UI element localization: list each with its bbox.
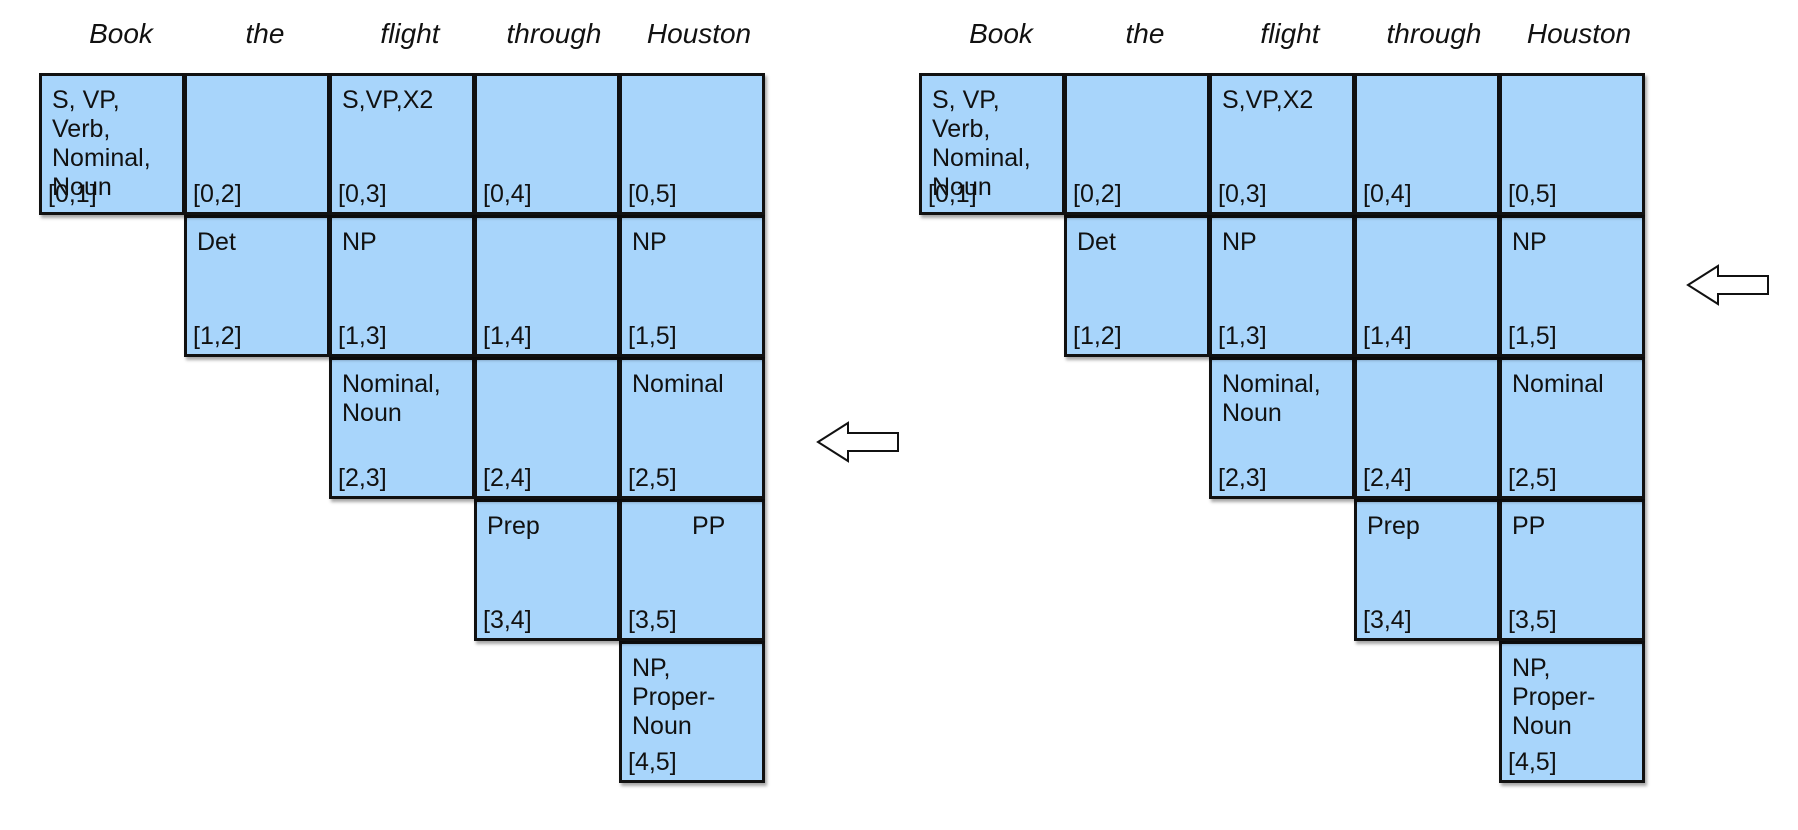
chart-cell-2-4: [2,4]	[1354, 357, 1500, 499]
chart-cell-0-2: [0,2]	[184, 73, 330, 215]
chart-cell-3-4: Prep [3,4]	[474, 499, 620, 641]
chart-cell-0-2: [0,2]	[1064, 73, 1210, 215]
chart-cell-4-5: NP, Proper- Noun [4,5]	[1499, 641, 1645, 783]
chart-cell-0-5: [0,5]	[1499, 73, 1645, 215]
chart-cell-2-5: Nominal [2,5]	[619, 357, 765, 499]
cell-label: NP	[1222, 228, 1257, 256]
cell-index: [0,1]	[48, 180, 97, 208]
cell-label: NP, Proper- Noun	[632, 654, 716, 740]
chart-cell-2-3: Nominal, Noun [2,3]	[1209, 357, 1355, 499]
chart-cell-2-5: Nominal [2,5]	[1499, 357, 1645, 499]
cell-index: [0,3]	[338, 180, 387, 208]
cky-chart-right: Book the flight through Houston S, VP, V…	[882, 0, 1682, 830]
cell-index: [0,3]	[1218, 180, 1267, 208]
cell-index: [0,2]	[1073, 180, 1122, 208]
chart-cell-0-1: S, VP, Verb, Nominal, Noun [0,1]	[39, 73, 185, 215]
cell-label: Nominal, Noun	[1222, 370, 1321, 427]
chart-cell-0-3: S,VP,X2 [0,3]	[1209, 73, 1355, 215]
cell-index: [2,5]	[628, 464, 677, 492]
cell-index: [2,3]	[1218, 464, 1267, 492]
cell-index: [1,5]	[628, 322, 677, 350]
word-book: Book	[969, 18, 1033, 49]
cell-label: S, VP, Verb, Nominal, Noun	[932, 86, 1031, 201]
cell-index: [1,2]	[193, 322, 242, 350]
chart-cell-3-4: Prep [3,4]	[1354, 499, 1500, 641]
cell-label: NP	[632, 228, 667, 256]
hollow-left-arrow-icon	[1686, 264, 1769, 306]
cell-label: NP	[342, 228, 377, 256]
cell-index: [1,4]	[1363, 322, 1412, 350]
chart-cell-0-5: [0,5]	[619, 73, 765, 215]
chart-cell-1-3: NP [1,3]	[329, 215, 475, 357]
cell-label: Nominal	[1512, 370, 1604, 398]
cell-label: S,VP,X2	[342, 86, 434, 114]
chart-cell-1-4: [1,4]	[1354, 215, 1500, 357]
cell-index: [4,5]	[1508, 748, 1557, 776]
cell-index: [1,3]	[1218, 322, 1267, 350]
cell-label: NP, Proper- Noun	[1512, 654, 1596, 740]
chart-cell-0-4: [0,4]	[1354, 73, 1500, 215]
cell-index: [1,3]	[338, 322, 387, 350]
chart-cell-4-5: NP, Proper- Noun [4,5]	[619, 641, 765, 783]
cell-index: [2,4]	[483, 464, 532, 492]
cell-index: [1,5]	[1508, 322, 1557, 350]
cell-label: PP	[1512, 512, 1546, 540]
word-the: the	[1125, 18, 1165, 49]
cell-label: Prep	[1367, 512, 1420, 540]
chart-cell-3-5: PP [3,5]	[1499, 499, 1645, 641]
cell-index: [1,4]	[483, 322, 532, 350]
cell-label: S,VP,X2	[1222, 86, 1314, 114]
cell-label: Prep	[487, 512, 540, 540]
chart-cell-0-4: [0,4]	[474, 73, 620, 215]
cell-index: [0,5]	[1508, 180, 1557, 208]
cell-index: [3,5]	[1508, 606, 1557, 634]
chart-cell-2-3: Nominal, Noun [2,3]	[329, 357, 475, 499]
word-through: through	[1386, 18, 1482, 49]
cell-index: [0,5]	[628, 180, 677, 208]
cell-label: Det	[1077, 228, 1116, 256]
chart-cell-1-3: NP [1,3]	[1209, 215, 1355, 357]
cell-index: [2,3]	[338, 464, 387, 492]
word-book: Book	[89, 18, 153, 49]
chart-cell-1-5: NP [1,5]	[619, 215, 765, 357]
cell-index: [2,4]	[1363, 464, 1412, 492]
cell-index: [2,5]	[1508, 464, 1557, 492]
word-flight: flight	[1260, 18, 1320, 49]
word-through: through	[506, 18, 602, 49]
cell-index: [0,4]	[483, 180, 532, 208]
word-houston: Houston	[1526, 18, 1632, 49]
hollow-left-arrow-icon	[816, 421, 899, 463]
cell-index: [3,4]	[1363, 606, 1412, 634]
chart-cell-3-5: PP [3,5]	[619, 499, 765, 641]
cell-index: [1,2]	[1073, 322, 1122, 350]
cell-index: [4,5]	[628, 748, 677, 776]
chart-cell-0-3: S,VP,X2 [0,3]	[329, 73, 475, 215]
cky-chart-left: Book the flight through Houston S, VP, V…	[0, 0, 800, 830]
chart-cell-0-1: S, VP, Verb, Nominal, Noun [0,1]	[919, 73, 1065, 215]
word-flight: flight	[380, 18, 440, 49]
cell-label: S, VP, Verb, Nominal, Noun	[52, 86, 151, 201]
word-the: the	[245, 18, 285, 49]
chart-cell-1-2: Det [1,2]	[1064, 215, 1210, 357]
chart-cell-1-2: Det [1,2]	[184, 215, 330, 357]
chart-cell-1-4: [1,4]	[474, 215, 620, 357]
cell-label: Nominal	[632, 370, 724, 398]
cell-index: [3,4]	[483, 606, 532, 634]
cell-index: [0,1]	[928, 180, 977, 208]
cell-label: Nominal, Noun	[342, 370, 441, 427]
cell-label: PP	[692, 512, 726, 540]
cell-index: [0,2]	[193, 180, 242, 208]
cell-index: [0,4]	[1363, 180, 1412, 208]
chart-cell-2-4: [2,4]	[474, 357, 620, 499]
cell-label: NP	[1512, 228, 1547, 256]
cell-index: [3,5]	[628, 606, 677, 634]
chart-cell-1-5: NP [1,5]	[1499, 215, 1645, 357]
cell-label: Det	[197, 228, 236, 256]
word-houston: Houston	[646, 18, 752, 49]
